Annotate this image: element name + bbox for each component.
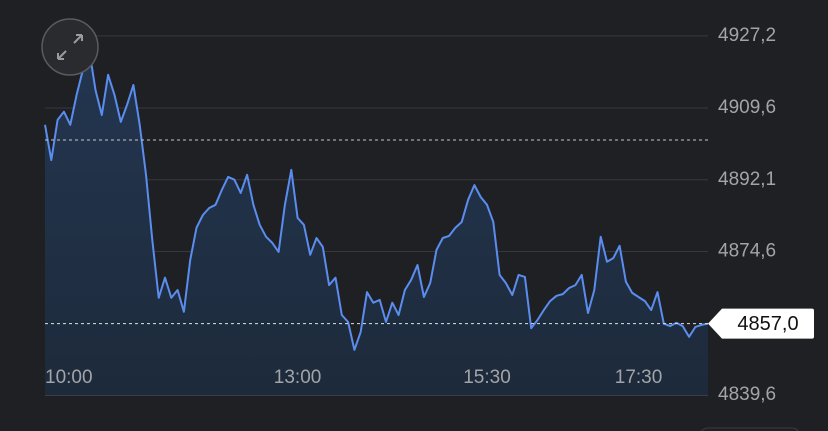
current-tag xyxy=(708,308,814,339)
expand-button[interactable] xyxy=(41,18,99,76)
expand-icon[interactable] xyxy=(57,34,83,60)
area xyxy=(45,49,708,396)
price-line xyxy=(44,48,709,351)
y-tick-label: 4927,2 xyxy=(718,25,776,46)
x-tick-label: 10:00 xyxy=(45,367,93,388)
y-tick-label: 4909,6 xyxy=(718,97,776,118)
x-tick-label: 17:30 xyxy=(615,367,663,388)
x-tick-label: 13:00 xyxy=(274,367,322,388)
bottom-panel-edge xyxy=(701,427,799,431)
y-tick-label: 4892,1 xyxy=(718,169,776,190)
expand-circle[interactable] xyxy=(41,18,99,76)
y-tick-label: 4839,6 xyxy=(718,384,776,405)
current-label: 4857,0 xyxy=(737,313,798,335)
y-tick-label: 4874,6 xyxy=(718,241,776,262)
x-tick-label: 15:30 xyxy=(463,367,511,388)
